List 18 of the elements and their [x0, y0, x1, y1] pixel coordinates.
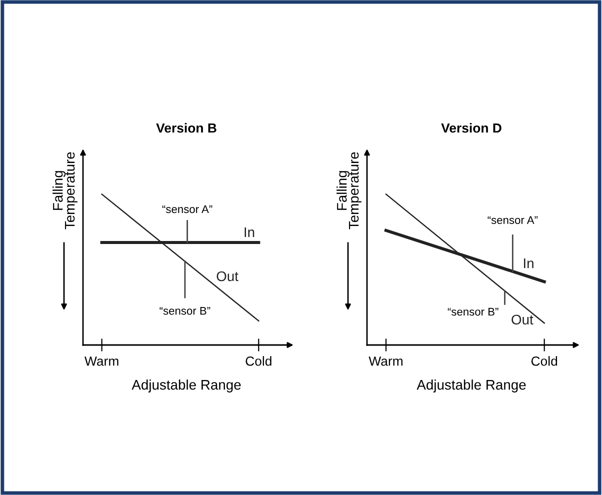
x-tick-label: Cold	[531, 356, 558, 366]
series-label: In	[524, 258, 534, 268]
chart-title: Version B	[156, 122, 216, 133]
series-label: Out	[512, 314, 534, 325]
y-axis-title: Falling Temperature	[336, 152, 362, 230]
series-label: In	[244, 227, 254, 238]
y-axis-title: Falling Temperature	[52, 152, 78, 230]
x-tick-label: Warm	[368, 356, 402, 366]
x-tick-label: Warm	[84, 356, 118, 366]
annotation: “sensor B”	[160, 306, 210, 315]
x-axis-title: Adjustable Range	[132, 380, 241, 392]
annotation: “sensor A”	[162, 205, 212, 214]
x-axis-title: Adjustable Range	[416, 380, 526, 392]
series-label: Out	[216, 271, 238, 282]
annotation: “sensor B”	[448, 308, 498, 316]
x-tick-label: Cold	[246, 356, 272, 366]
annotation: “sensor A”	[488, 216, 538, 224]
chart-title: Version D	[441, 122, 502, 133]
